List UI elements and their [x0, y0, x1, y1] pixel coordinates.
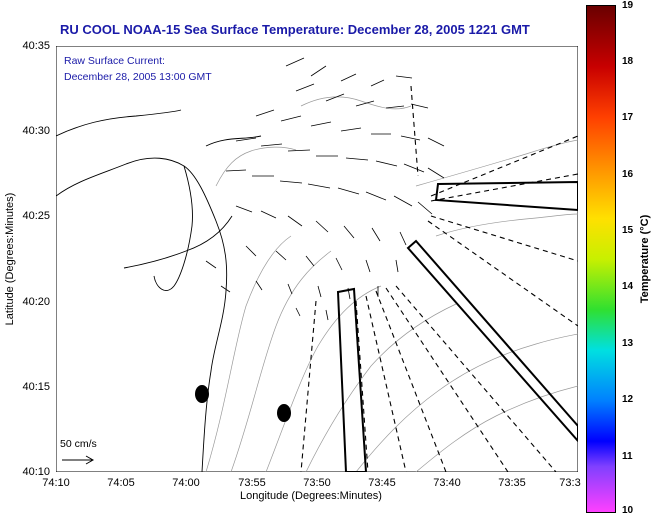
colorbar-tick: 18 — [622, 56, 634, 67]
x-tick-label: 73:40 — [433, 477, 461, 489]
x-axis-label: Longitude (Degrees:Minutes) — [240, 490, 382, 502]
y-tick-label: 40:20 — [22, 296, 50, 308]
temperature-colorbar — [586, 5, 616, 513]
colorbar-tick: 15 — [622, 225, 634, 236]
x-tick-label: 73:35 — [498, 477, 526, 489]
colorbar-tick: 14 — [622, 281, 634, 292]
x-tick-label: 73:45 — [368, 477, 396, 489]
scale-arrow — [62, 455, 95, 465]
x-tick-label: 74:00 — [172, 477, 200, 489]
y-tick-label: 40:35 — [22, 40, 50, 52]
y-tick-label: 40:15 — [22, 381, 50, 393]
y-tick-label: 40:10 — [22, 466, 50, 478]
legend-current-label: Raw Surface Current: — [64, 55, 165, 67]
map-title: RU COOL NOAA-15 Sea Surface Temperature:… — [60, 22, 530, 37]
colorbar-tick: 12 — [622, 394, 634, 405]
plot-border — [55, 45, 579, 473]
x-tick-label: 73:50 — [303, 477, 331, 489]
scale-label: 50 cm/s — [60, 438, 97, 450]
colorbar-tick: 16 — [622, 169, 634, 180]
map-plot-area[interactable] — [55, 45, 579, 473]
legend-current-time: December 28, 2005 13:00 GMT — [64, 71, 212, 83]
x-tick-label: 73:55 — [238, 477, 266, 489]
colorbar-tick: 10 — [622, 505, 634, 516]
radar-range-lines — [300, 85, 579, 473]
coastline — [55, 109, 262, 473]
y-tick-label: 40:25 — [22, 210, 50, 222]
x-tick-label: 74:05 — [107, 477, 135, 489]
x-tick-label: 73:3 — [559, 477, 581, 489]
colorbar-tick: 13 — [622, 338, 634, 349]
y-tick-label: 40:30 — [22, 125, 50, 137]
colorbar-tick: 19 — [622, 0, 634, 11]
buoy-marker-west — [195, 385, 209, 403]
colorbar-tick: 11 — [622, 451, 633, 462]
colorbar-tick: 17 — [622, 112, 634, 123]
buoy-marker-east — [277, 404, 291, 422]
colorbar-label: Temperature (°C) — [639, 214, 651, 304]
current-vectors — [205, 57, 445, 321]
x-tick-label: 74:10 — [42, 477, 70, 489]
y-axis-label: Latitude (Degrees:Minutes) — [4, 192, 16, 326]
